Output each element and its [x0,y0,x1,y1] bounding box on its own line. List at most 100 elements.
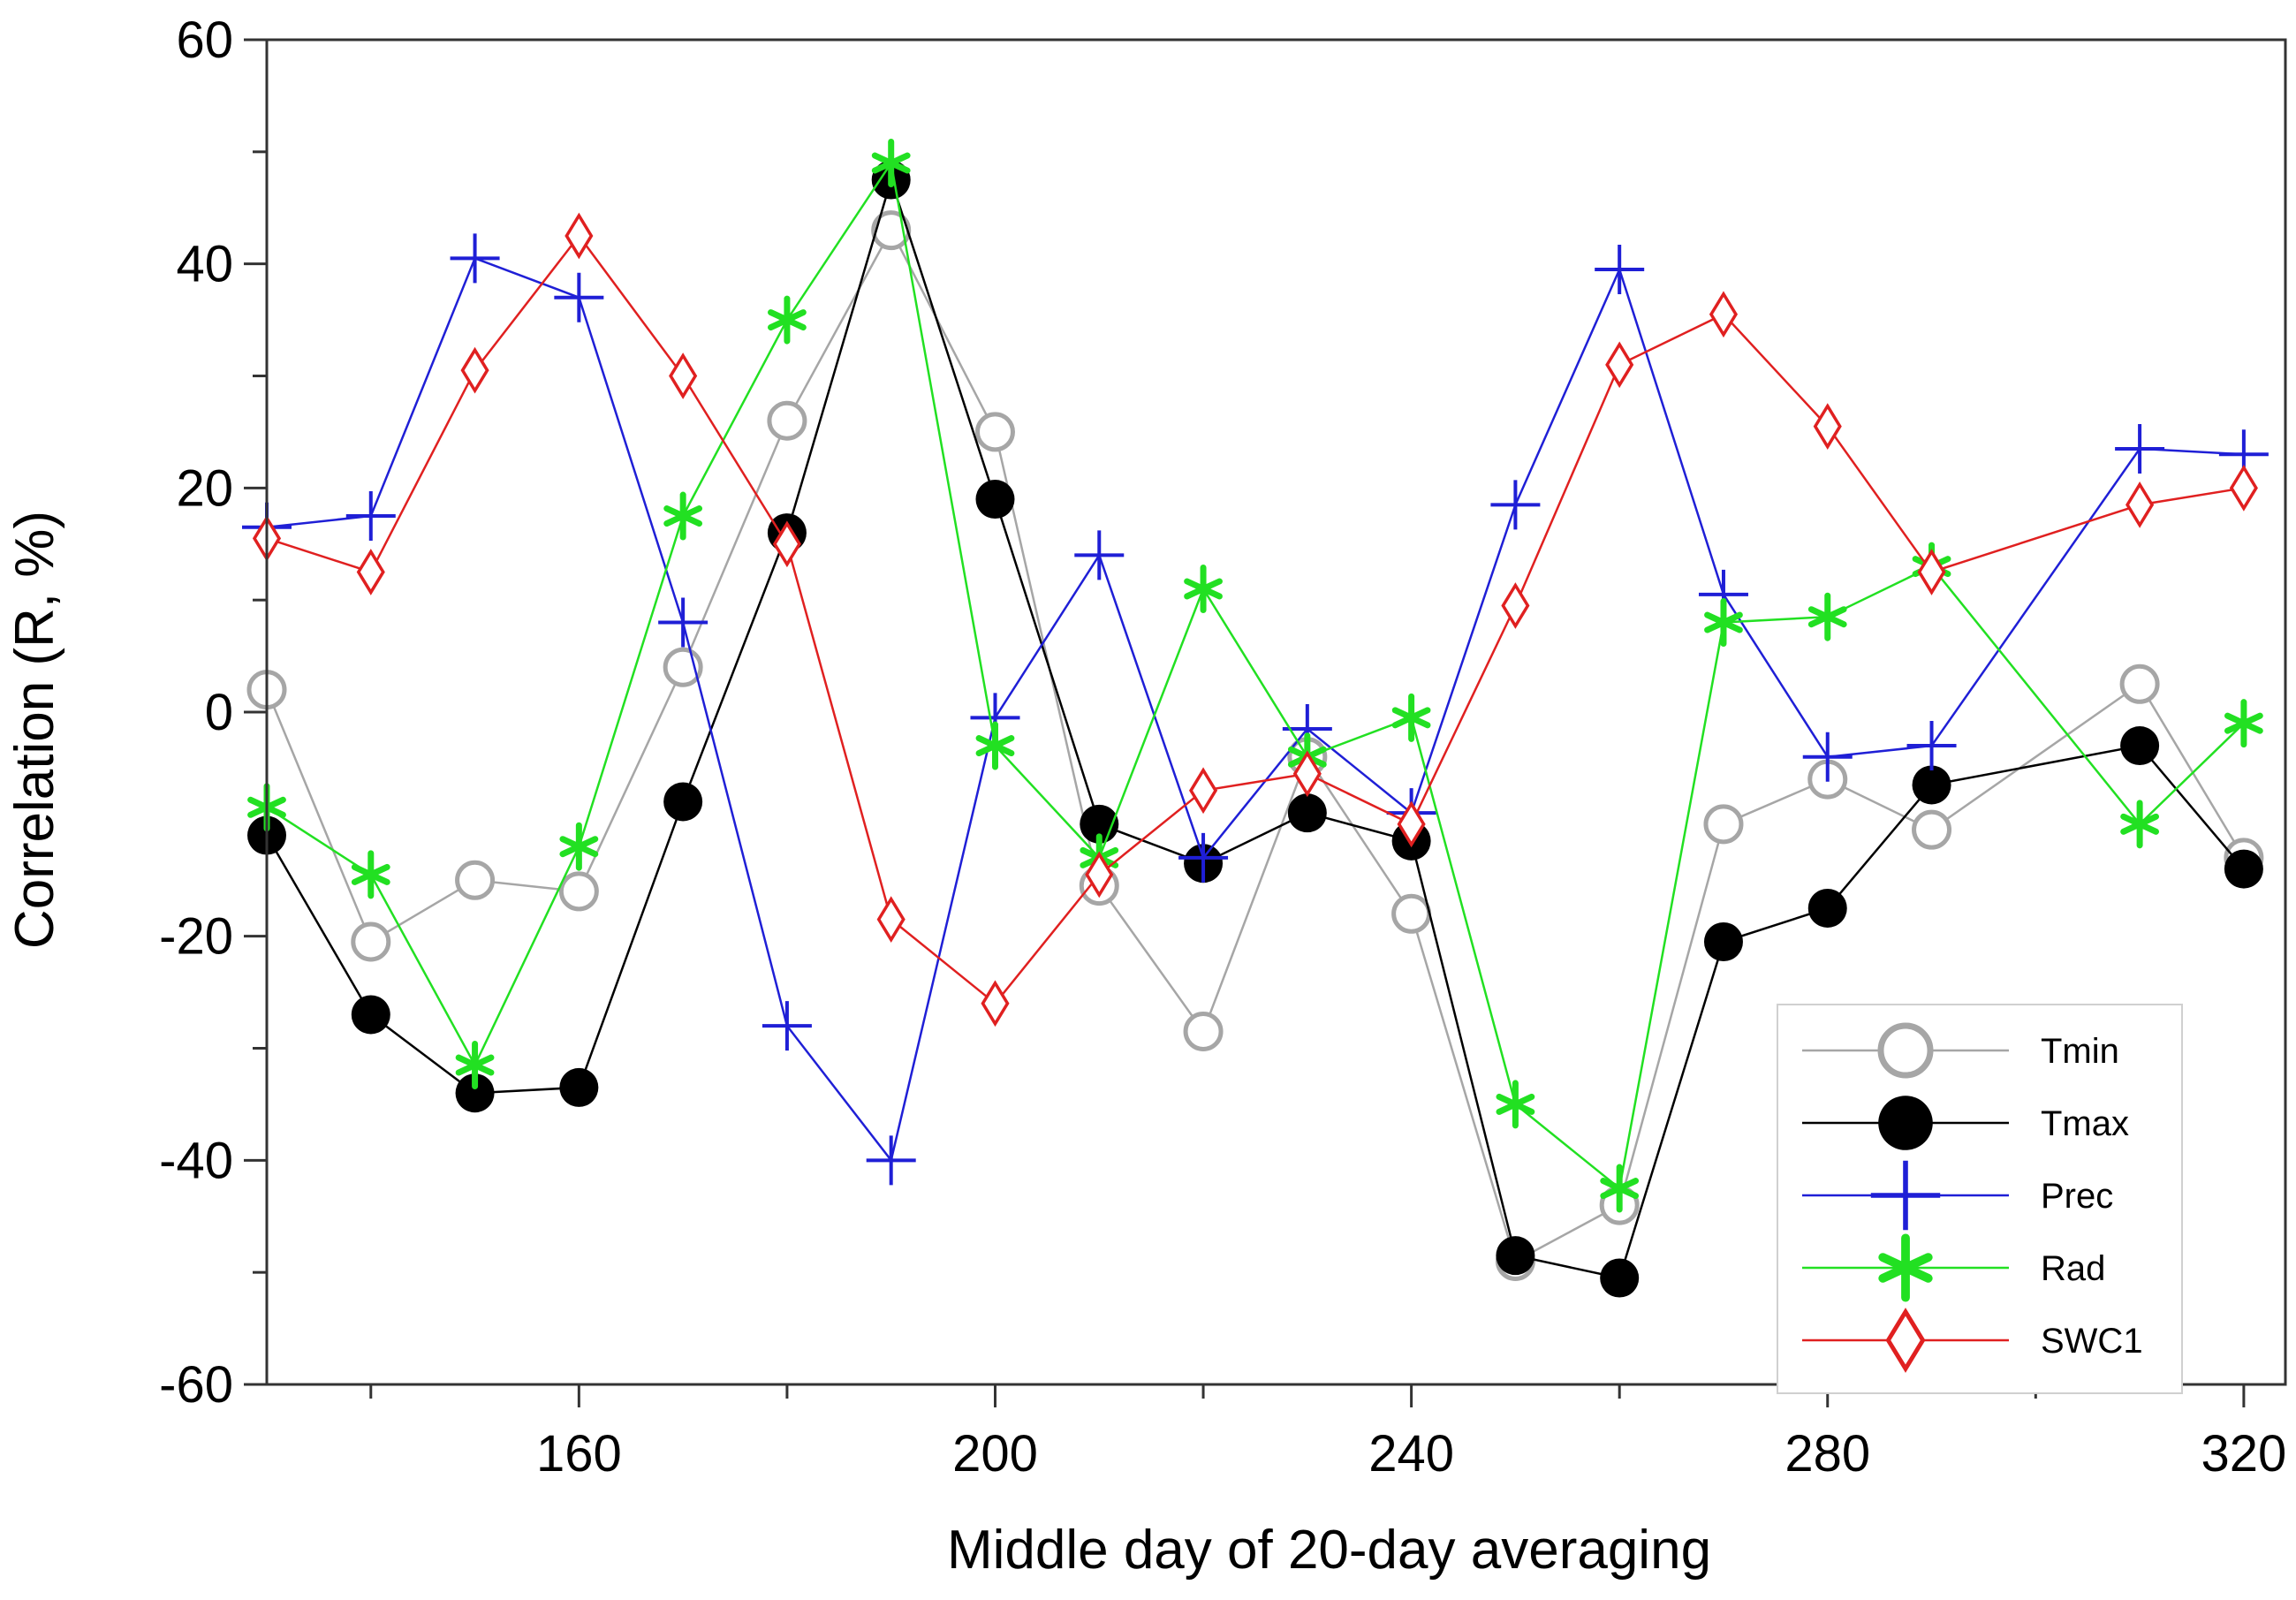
legend-item-prec: Prec [1802,1160,2113,1231]
x-tick-label: 240 [1368,1425,1454,1482]
plus-marker [1870,1160,1941,1231]
open-circle-marker [351,921,391,962]
filled-circle-marker [975,480,1015,519]
filled-circle-marker [1912,765,1951,805]
plus-marker [762,1001,812,1051]
asterisk-marker [1878,1233,1933,1302]
x-tick-label: 280 [1785,1425,1870,1482]
open-diamond-marker [1085,851,1114,899]
asterisk-marker [351,850,390,899]
plus-marker [1595,245,1645,295]
filled-circle-marker [1703,922,1743,962]
asterisk-marker [559,822,599,871]
plus-marker [345,491,396,542]
legend-label: Tmax [2041,1104,2129,1143]
filled-circle-marker [1878,1096,1933,1150]
asterisk-marker [1704,598,1743,648]
asterisk-marker [663,491,703,541]
open-diamond-marker [1917,549,1946,595]
legend: Tmin Tmax Prec Rad SWC1 [1777,1004,2183,1394]
axes-layer: -60 -40 -20 0 20 40 60 160 200 240 280 320 [159,11,2286,1482]
open-circle-marker [1703,804,1744,845]
open-diamond-marker [1189,767,1218,815]
legend-label: Tmin [2041,1032,2119,1071]
plus-marker [1906,721,1957,771]
filled-circle-marker [1807,888,1847,928]
open-circle-marker [455,860,496,900]
legend-item-tmin: Tmin [1802,1022,2119,1079]
filled-circle-marker [1287,793,1327,833]
legend-item-tmax: Tmax [1802,1096,2129,1150]
filled-circle-marker [455,1073,495,1113]
asterisk-marker [871,139,911,188]
plus-marker [1490,480,1541,530]
asterisk-marker [975,721,1015,770]
y-tick-label: 0 [205,684,233,741]
open-diamond-marker [460,346,489,394]
filled-circle-marker [559,1067,599,1107]
asterisk-marker [2224,699,2263,748]
asterisk-marker [768,295,807,345]
open-circle-marker [1391,893,1432,934]
open-circle-marker [558,871,599,912]
filled-circle-marker [2120,726,2160,766]
asterisk-marker [1600,1164,1640,1213]
plus-marker [1802,732,1853,782]
x-tick-label: 160 [536,1425,622,1482]
open-diamond-marker [1501,582,1530,629]
x-tick-label: 200 [952,1425,1038,1482]
asterisk-marker [1391,693,1431,742]
y-tick-label: -20 [159,908,233,966]
open-diamond-marker [1397,800,1426,848]
legend-label: Rad [2041,1249,2105,1288]
open-diamond-marker [1709,291,1739,338]
asterisk-marker [455,1041,495,1090]
asterisk-marker [1496,1080,1535,1129]
legend-item-rad: Rad [1802,1233,2105,1302]
plus-marker [1178,832,1229,883]
filled-circle-marker [1600,1258,1640,1298]
y-axis-title: Correlation (R, %) [4,511,65,949]
open-diamond-marker [2126,481,2155,528]
open-diamond-marker [2229,464,2258,512]
open-circle-marker [1877,1022,1934,1079]
open-circle-marker [1912,809,1952,850]
series-tmax [247,160,2263,1298]
filled-circle-marker [2224,849,2263,889]
y-tick-label: 20 [176,459,233,517]
open-circle-marker [767,400,807,441]
x-axis-title: Middle day of 20-day averaging [947,1520,1711,1581]
open-diamond-marker [1292,750,1322,798]
plus-marker [658,597,709,648]
legend-label: Prec [2041,1177,2113,1216]
plus-marker [1074,530,1125,580]
y-tick-label: 60 [176,11,233,69]
plus-marker [2115,423,2165,474]
open-diamond-marker [669,353,698,399]
open-diamond-marker [1813,403,1842,450]
series-rad [247,139,2263,1213]
filled-circle-marker [663,782,703,822]
open-circle-marker [974,412,1015,452]
x-tick-label: 320 [2201,1425,2286,1482]
open-diamond-marker [565,212,594,260]
open-diamond-marker [876,896,906,944]
open-circle-marker [1183,1011,1224,1051]
asterisk-marker [1807,592,1847,641]
legend-item-swc1: SWC1 [1802,1308,2143,1373]
plus-marker [866,1135,916,1186]
y-tick-label: -60 [159,1356,233,1414]
open-diamond-marker [1605,341,1634,389]
plot-frame [265,38,2287,1386]
legend-label: SWC1 [2041,1322,2143,1361]
legend-box [1777,1004,2183,1394]
y-tick-label: 40 [176,236,233,293]
plus-marker [450,233,500,284]
open-diamond-marker [981,980,1010,1027]
asterisk-marker [1184,564,1223,613]
filled-circle-marker [1496,1236,1535,1276]
series-swc1 [252,212,2258,1027]
y-tick-label: -40 [159,1132,233,1189]
series-layer [242,139,2269,1298]
